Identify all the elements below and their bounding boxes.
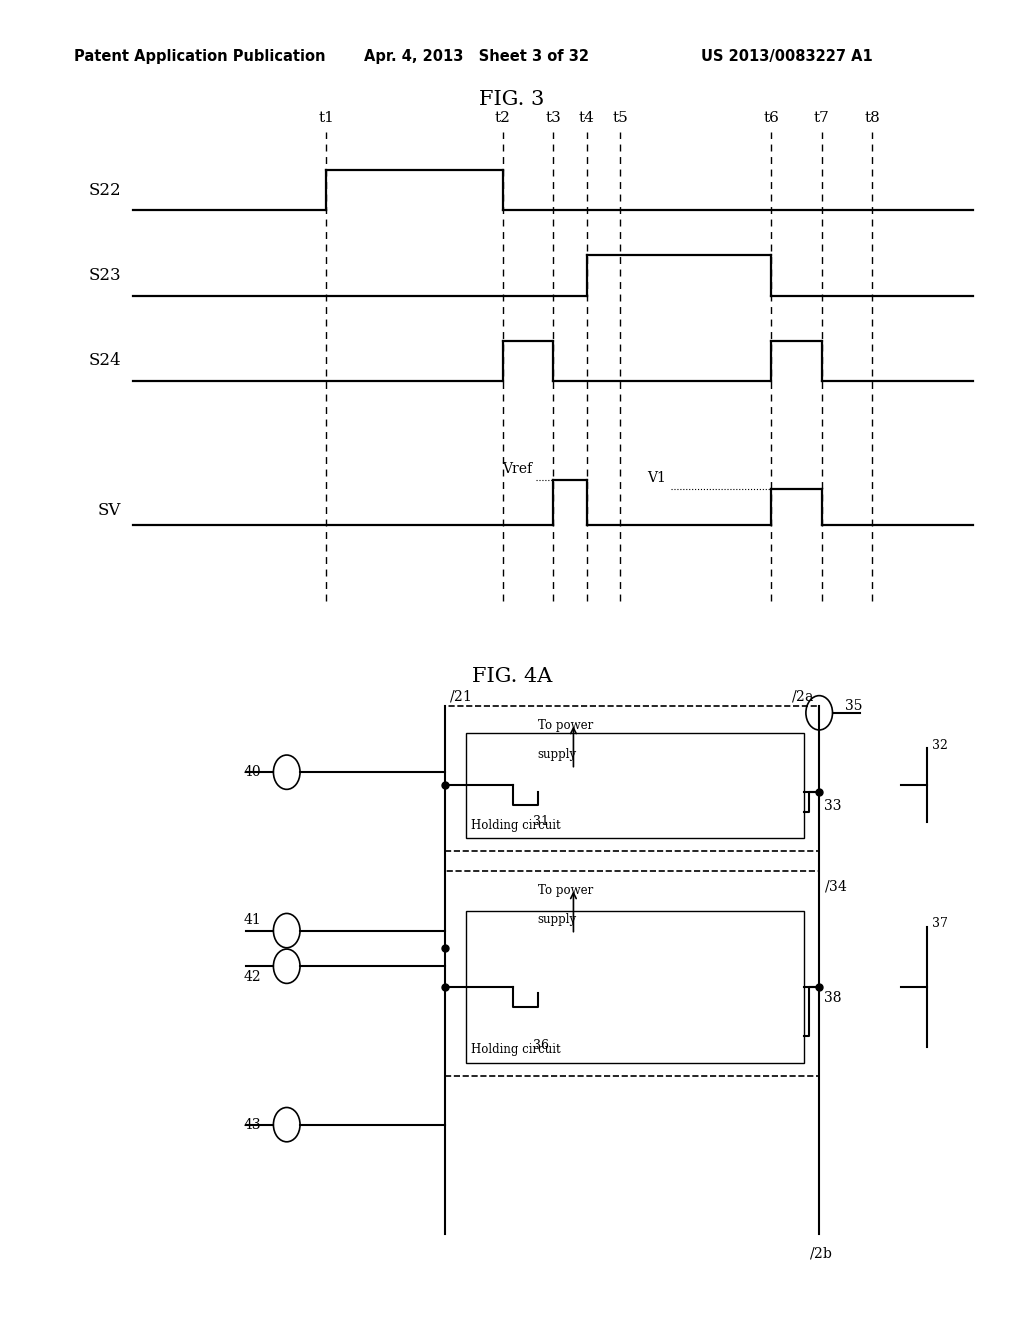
Text: 38: 38 (824, 990, 842, 1005)
Text: 42: 42 (244, 970, 261, 983)
Text: supply: supply (538, 913, 577, 927)
Text: $\mathregular{/}$2a: $\mathregular{/}$2a (791, 688, 814, 704)
Text: 36: 36 (534, 1039, 549, 1052)
Text: To power: To power (538, 884, 593, 898)
Text: Holding circuit: Holding circuit (471, 1043, 561, 1056)
Text: 37: 37 (932, 917, 948, 931)
Text: supply: supply (538, 748, 577, 762)
Text: 32: 32 (932, 739, 948, 752)
Text: US 2013/0083227 A1: US 2013/0083227 A1 (701, 49, 873, 63)
Text: t8: t8 (864, 111, 880, 125)
Text: t2: t2 (495, 111, 511, 125)
Text: S22: S22 (88, 182, 121, 199)
Text: t5: t5 (612, 111, 628, 125)
Text: t1: t1 (318, 111, 334, 125)
Text: t4: t4 (579, 111, 595, 125)
Text: $\mathregular{/}$34: $\mathregular{/}$34 (824, 878, 848, 894)
Text: t3: t3 (545, 111, 561, 125)
Text: t7: t7 (814, 111, 829, 125)
Text: $\mathregular{/}$21: $\mathregular{/}$21 (449, 688, 471, 704)
Text: Apr. 4, 2013   Sheet 3 of 32: Apr. 4, 2013 Sheet 3 of 32 (364, 49, 589, 63)
Text: FIG. 4A: FIG. 4A (472, 667, 552, 685)
Text: Holding circuit: Holding circuit (471, 818, 561, 832)
Bar (445, 871, 819, 1076)
Text: t6: t6 (763, 111, 779, 125)
Text: 41: 41 (244, 913, 261, 927)
Text: $\mathregular{/}$2b: $\mathregular{/}$2b (809, 1245, 833, 1261)
Text: S24: S24 (88, 352, 121, 370)
Text: Vref: Vref (502, 462, 532, 475)
Text: 40: 40 (244, 766, 261, 779)
Text: 43: 43 (244, 1118, 261, 1131)
Bar (466, 911, 804, 1063)
Text: SV: SV (97, 503, 121, 519)
Bar (466, 733, 804, 838)
Text: 31: 31 (534, 814, 549, 828)
Text: S23: S23 (88, 267, 121, 284)
Text: To power: To power (538, 719, 593, 733)
Text: 33: 33 (824, 799, 842, 813)
Text: 35: 35 (845, 700, 862, 713)
Text: V1: V1 (647, 471, 667, 484)
Bar (445, 706, 819, 851)
Text: FIG. 3: FIG. 3 (479, 90, 545, 108)
Text: Patent Application Publication: Patent Application Publication (74, 49, 326, 63)
